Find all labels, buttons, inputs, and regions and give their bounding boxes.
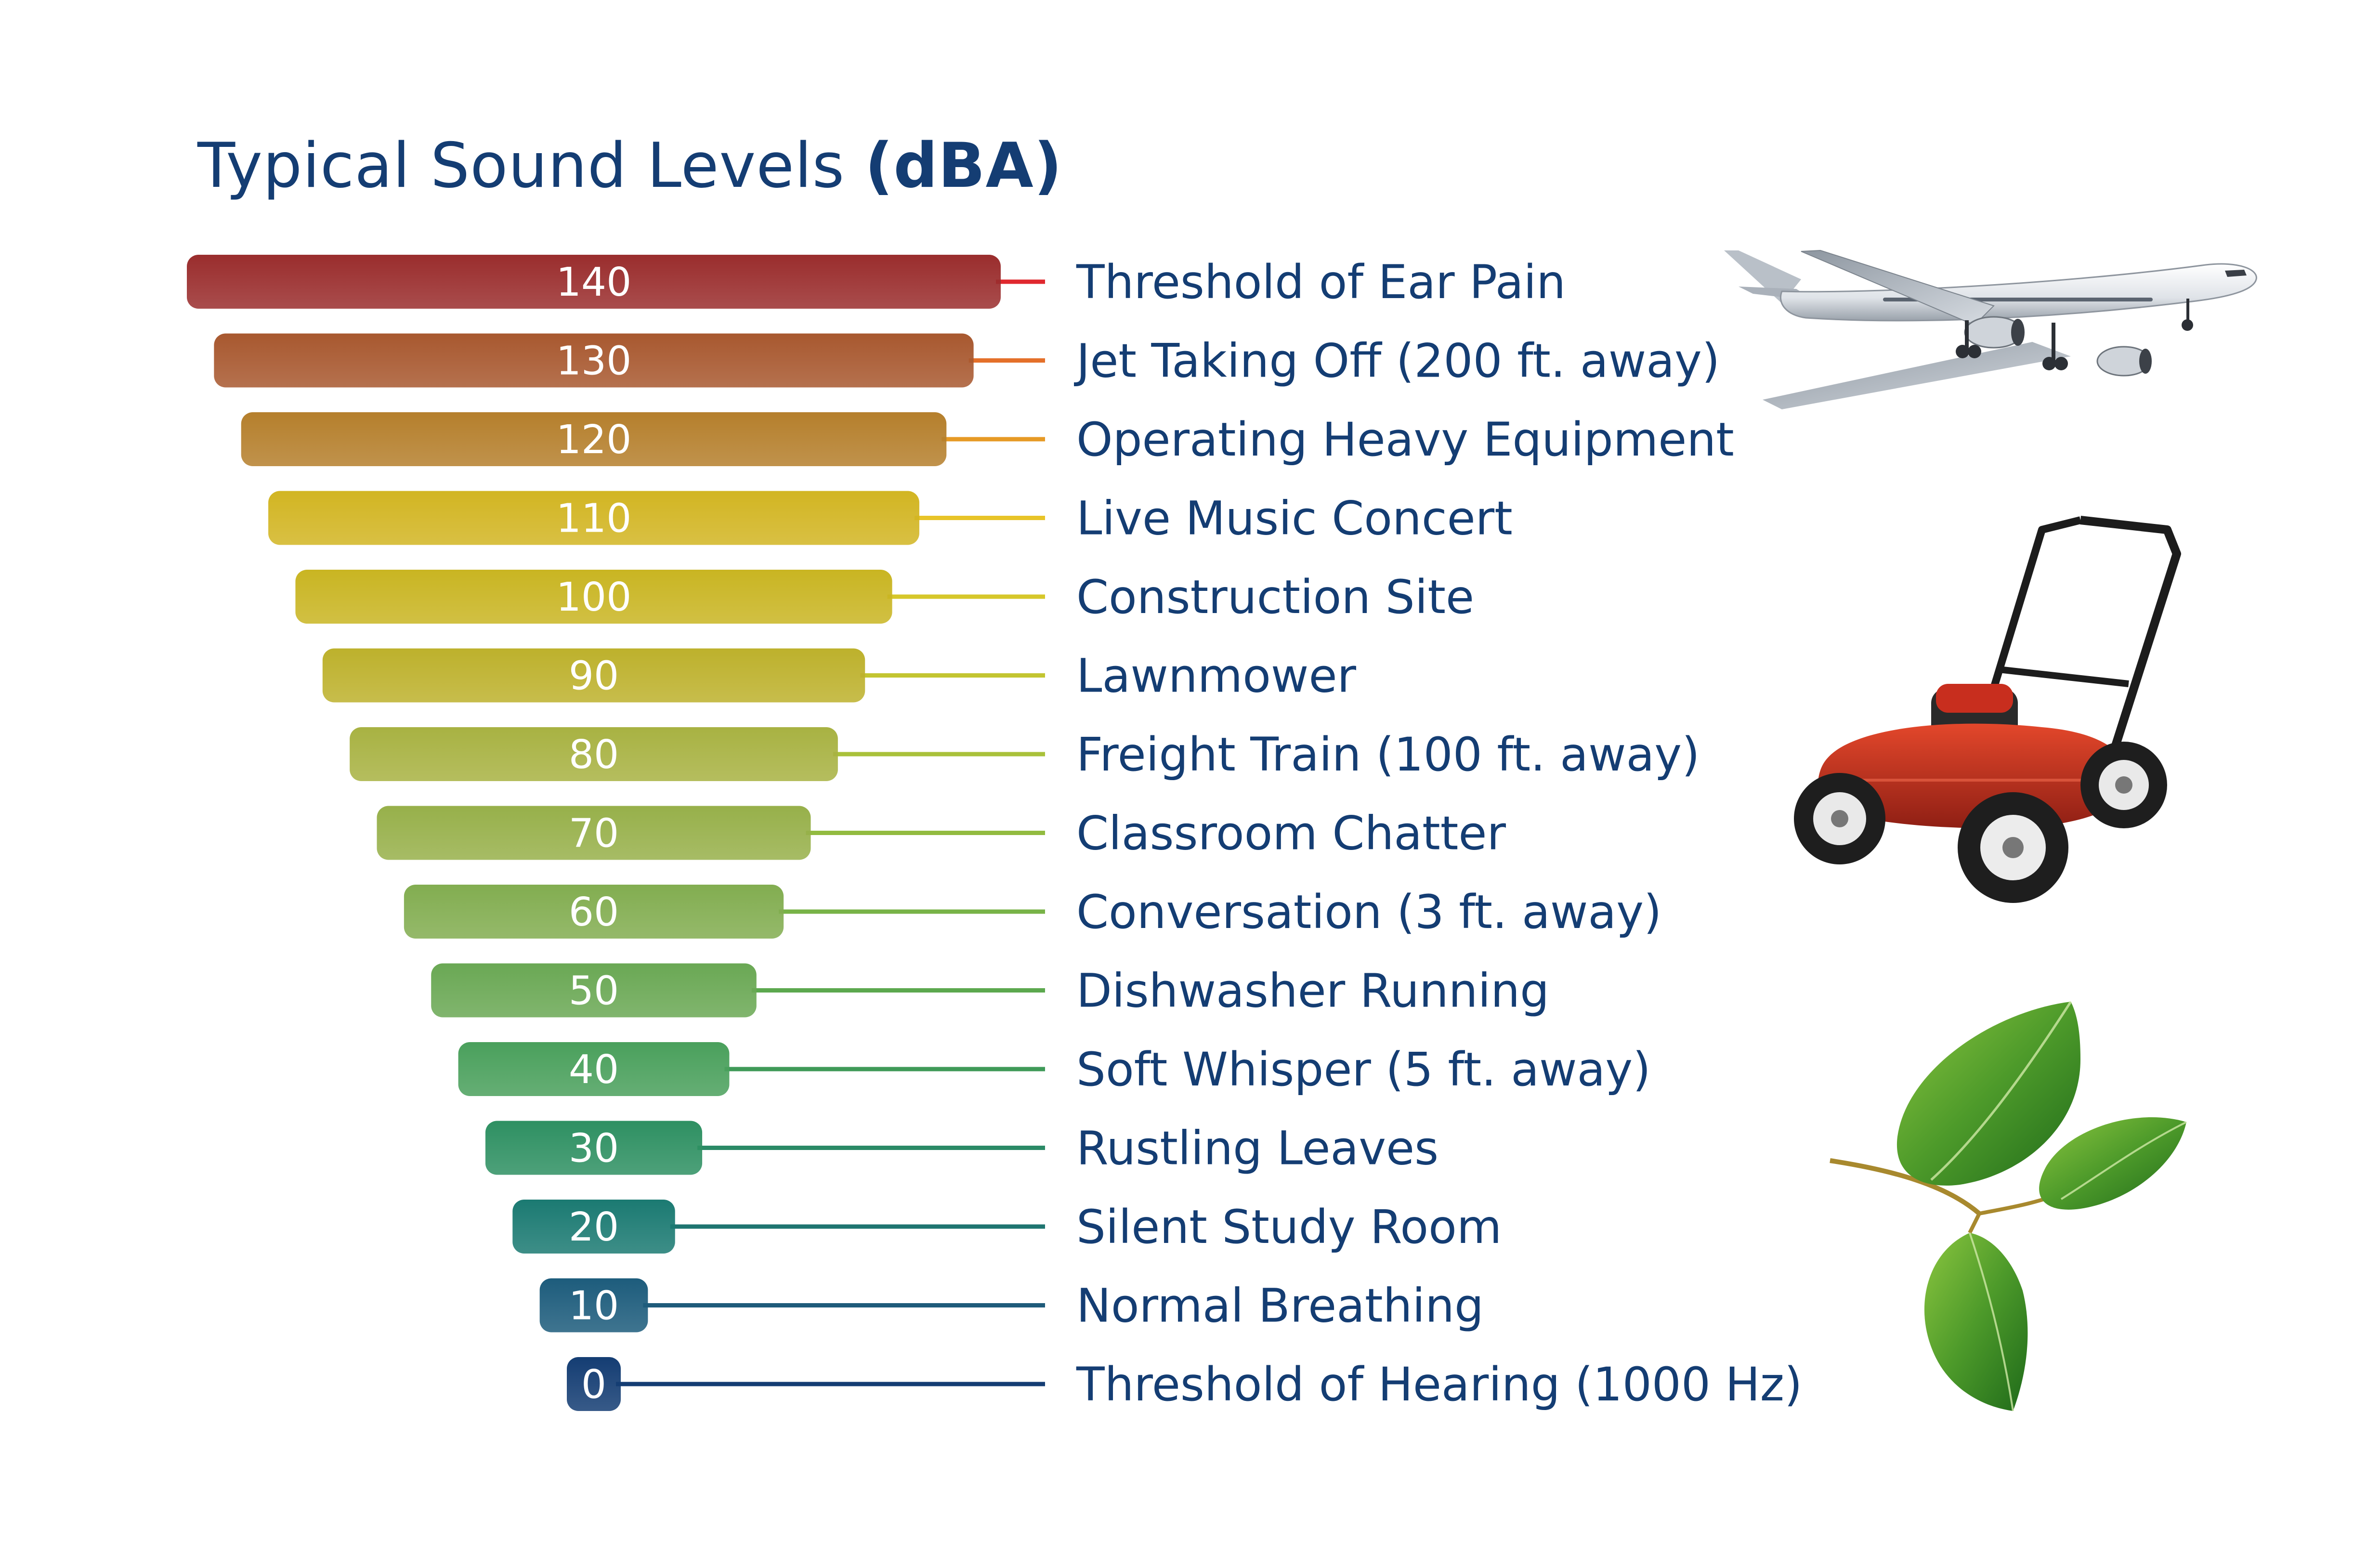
sound-level-bar (377, 806, 811, 860)
sound-source-label: Silent Study Room (1076, 1200, 1502, 1254)
bar-value-label: 20 (569, 1204, 619, 1250)
bar-value-label: 120 (556, 417, 632, 463)
chart-title: Typical Sound Levels (dBA) (197, 130, 1062, 202)
airplane-illustration (1724, 249, 2257, 409)
sound-level-bar (187, 255, 1001, 309)
sound-source-label: Jet Taking Off (200 ft. away) (1074, 334, 1720, 388)
sound-level-bar (431, 963, 757, 1018)
bar-value-label: 10 (569, 1283, 619, 1329)
bar-value-label: 80 (569, 732, 619, 778)
bar-value-label: 40 (569, 1047, 619, 1093)
sound-level-bar (295, 570, 892, 624)
sound-level-bar (485, 1121, 703, 1175)
title-main: Typical Sound Levels (197, 130, 865, 202)
sound-level-bar (404, 885, 784, 939)
sound-source-label: Normal Breathing (1076, 1279, 1484, 1333)
leaves-illustration (1830, 1001, 2187, 1411)
sound-level-bar (567, 1357, 621, 1411)
sound-level-bar (539, 1278, 648, 1333)
sound-source-label: Classroom Chatter (1076, 807, 1506, 861)
sound-level-bar (241, 412, 947, 466)
sound-level-bar (512, 1200, 675, 1254)
sound-source-label: Threshold of Ear Pain (1076, 255, 1566, 309)
bar-value-label: 70 (569, 811, 619, 857)
bar-value-label: 30 (569, 1126, 619, 1172)
sound-level-bar (214, 333, 974, 388)
sound-level-bar (458, 1042, 730, 1096)
bar-value-label: 100 (556, 575, 632, 620)
bar-value-label: 110 (556, 496, 632, 542)
sound-level-bar (268, 491, 919, 545)
sound-source-label: Operating Heavy Equipment (1076, 413, 1734, 467)
sound-source-label: Conversation (3 ft. away) (1076, 885, 1661, 939)
sound-level-bar (322, 648, 865, 703)
sound-level-bar (350, 727, 838, 781)
sound-source-label: Rustling Leaves (1076, 1122, 1439, 1176)
bar-value-label: 140 (556, 260, 632, 305)
bar-value-label: 60 (569, 889, 619, 935)
bar-value-label: 90 (569, 653, 619, 699)
sound-source-label: Soft Whisper (5 ft. away) (1076, 1043, 1651, 1097)
lawnmower-illustration (1794, 516, 2181, 903)
sound-source-label: Freight Train (100 ft. away) (1076, 728, 1700, 782)
bar-value-label: 50 (569, 968, 619, 1014)
sound-source-label: Lawnmower (1076, 649, 1357, 703)
bar-value-label: 130 (556, 339, 632, 384)
sound-source-label: Construction Site (1076, 570, 1474, 624)
bar-value-label: 0 (581, 1362, 606, 1408)
title-unit: (dBA) (864, 130, 1063, 202)
sound-source-label: Live Music Concert (1076, 492, 1513, 546)
bars-layer: 140 Threshold of Ear Pain 130 Jet Taking Of… (187, 255, 1803, 1411)
sound-source-label: Threshold of Hearing (1000 Hz) (1076, 1358, 1803, 1411)
sound-source-label: Dishwasher Running (1076, 964, 1549, 1018)
